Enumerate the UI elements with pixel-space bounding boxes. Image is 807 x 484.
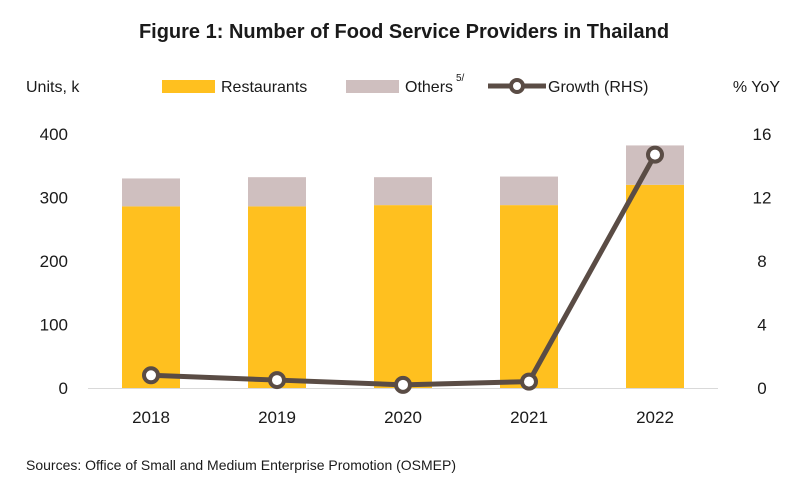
growth-point (268, 371, 286, 390)
legend-label-others: Others (405, 79, 453, 96)
x-axis-tick-label: 2018 (132, 408, 170, 427)
source-note: Sources: Office of Small and Medium Ente… (26, 457, 456, 473)
left-axis-tick-label: 300 (40, 189, 68, 208)
growth-point (394, 375, 412, 394)
growth-point (520, 372, 538, 391)
right-axis-tick-label: 16 (753, 125, 772, 144)
left-axis-tick-label: 0 (59, 379, 68, 398)
growth-line-series (142, 145, 664, 394)
bar-restaurants (248, 206, 306, 388)
legend-marker-growth (509, 78, 525, 94)
bar-others (122, 178, 180, 207)
legend-label-growth: Growth (RHS) (548, 79, 648, 96)
x-axis-tick-label: 2019 (258, 408, 296, 427)
bar-restaurants (374, 205, 432, 388)
left-axis-tick-label: 100 (40, 316, 68, 335)
legend: Restaurants Others 5/ Growth (RHS) (162, 73, 648, 96)
legend-swatch-restaurants (162, 80, 215, 93)
bars (122, 145, 684, 388)
right-axis-tick-label: 8 (757, 252, 766, 271)
bar-restaurants (122, 206, 180, 388)
x-axis-tick-label: 2022 (636, 408, 674, 427)
legend-label-restaurants: Restaurants (221, 79, 307, 96)
bar-others (500, 176, 558, 206)
right-axis-tick-label: 12 (753, 189, 772, 208)
left-axis-tick-label: 200 (40, 252, 68, 271)
growth-point (142, 366, 160, 385)
legend-swatch-others (346, 80, 399, 93)
right-axis-tick-label: 4 (757, 316, 766, 335)
left-axis-tick-label: 400 (40, 125, 68, 144)
right-axis-unit: % YoY (733, 79, 780, 96)
bar-others (248, 177, 306, 207)
left-axis-unit: Units, k (26, 79, 80, 96)
x-axis-tick-label: 2020 (384, 408, 422, 427)
bar-restaurants (500, 205, 558, 388)
growth-point (646, 145, 664, 164)
right-axis-ticks: 0 4 8 12 16 (753, 125, 772, 398)
x-axis-tick-label: 2021 (510, 408, 548, 427)
legend-superscript-others: 5/ (456, 73, 465, 84)
bar-restaurants (626, 184, 684, 388)
right-axis-tick-label: 0 (757, 379, 766, 398)
left-axis-ticks: 0 100 200 300 400 (40, 125, 68, 398)
chart-title: Figure 1: Number of Food Service Provide… (139, 21, 669, 43)
bar-others (374, 177, 432, 206)
x-axis-ticks: 2018 2019 2020 2021 2022 (132, 408, 674, 427)
